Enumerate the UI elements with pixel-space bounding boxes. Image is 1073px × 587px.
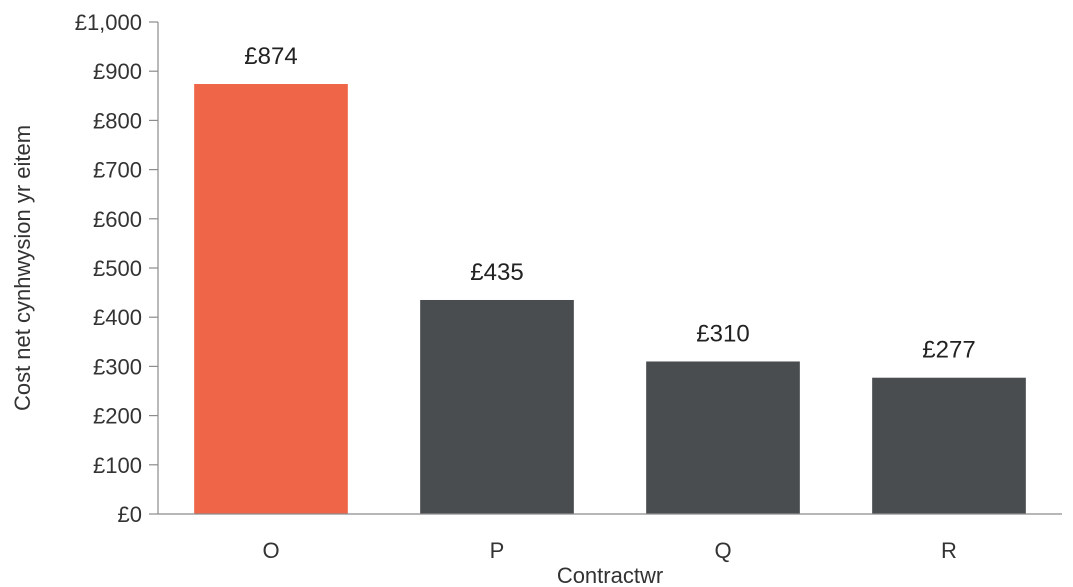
y-tick-label: £400	[93, 305, 142, 330]
data-labels: £874 £435 £310 £277	[244, 43, 975, 364]
data-label: £310	[696, 320, 749, 347]
x-tick-label: R	[941, 538, 957, 563]
y-tick-label: £700	[93, 158, 142, 183]
y-axis: £0 £100 £200 £300 £400 £500 £600 £700 £800 £900 £1…	[75, 10, 159, 527]
x-tick-label: P	[490, 538, 505, 563]
data-label: £874	[244, 43, 297, 70]
x-tick-label: Q	[714, 538, 731, 563]
y-axis-title: Cost net cynhwysion yr eitem	[10, 125, 35, 411]
y-tick-label: £1,000	[75, 10, 142, 35]
y-tick-label: £900	[93, 59, 142, 84]
y-tick-label: £500	[93, 256, 142, 281]
data-label: £277	[922, 337, 975, 364]
bar-q	[646, 361, 800, 514]
data-label: £435	[470, 259, 523, 286]
x-tick-label: O	[262, 538, 279, 563]
y-tick-label: £0	[118, 502, 142, 527]
x-axis-title: Contractwr	[557, 563, 663, 587]
y-tick-label: £300	[93, 354, 142, 379]
y-tick-label: £100	[93, 453, 142, 478]
bar-r	[872, 377, 1026, 514]
bar-o	[194, 83, 348, 514]
y-tick-label: £600	[93, 207, 142, 232]
bar-p	[420, 299, 574, 514]
bars	[194, 83, 1026, 514]
y-tick-label: £200	[93, 404, 142, 429]
y-tick-label: £800	[93, 108, 142, 133]
x-axis: O P Q R	[158, 513, 1062, 563]
